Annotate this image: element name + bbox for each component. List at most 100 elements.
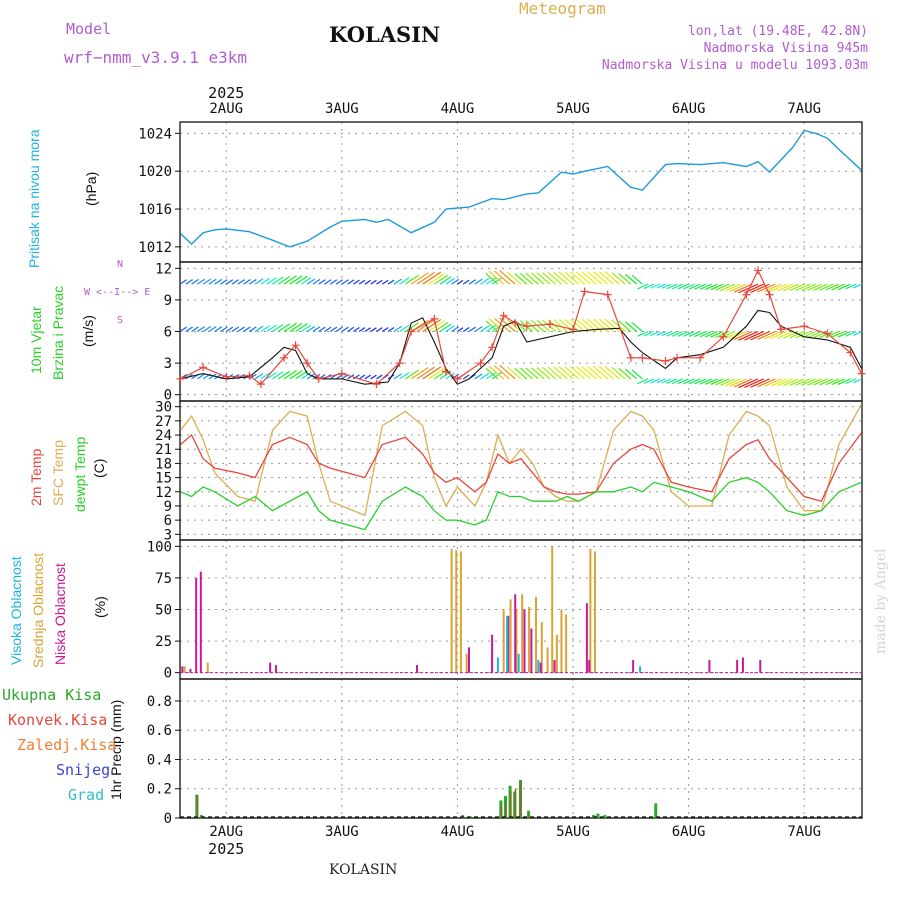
wind-arrow [671,330,684,337]
cloud-high-bar [639,666,642,673]
wind-arrow [581,366,597,380]
y-tick-label: 6 [164,513,172,529]
wind-arrow [277,275,291,285]
cloud-low-bar [467,647,470,673]
wind-arrow [208,373,217,380]
cloud-low-bar [741,657,744,673]
wind-arrow [553,271,568,285]
wind-arrow [335,326,343,332]
wind-arrow [710,378,724,385]
wind-arrow [813,378,828,386]
y-tick-label: 25 [155,634,172,650]
wind-gust-marker [372,380,381,389]
altitude-text: Nadmorska Visina 945m [703,41,868,56]
wind-arrow [428,273,445,285]
wind-arrow [807,330,822,339]
wind-arrow [416,319,435,332]
wind-arrow [750,378,770,388]
wind-arrow [480,277,490,285]
wind-arrow [825,378,840,386]
wind-arrow [694,330,707,338]
wind-ylabel-1: 10m Vjetar [28,306,44,374]
pressure-line [180,129,862,248]
wind-arrow [480,372,490,380]
wind-arrow [289,275,303,285]
wind-arrow [553,366,568,380]
wind-arrow [715,378,730,386]
wind-arrow [462,374,470,380]
wind-arrow [625,321,637,332]
wind-arrow [231,326,240,332]
wind-arrow [283,322,297,332]
cloud-mid-bar [589,548,592,673]
wind-arrow [237,326,245,332]
cloud-high-bar [496,657,499,673]
wind-arrow [819,330,834,339]
wind-arrow [825,283,840,291]
wind-arrow [733,330,753,341]
wind-arrow [618,367,632,380]
wind-arrow [329,279,338,285]
wind-gust-marker [638,353,647,362]
wind-arrow [488,270,505,285]
wind-arrow [661,330,672,337]
cloud-high-bar [517,653,520,673]
y-tick-label: 21 [155,442,172,458]
bottom-day-label: 4AUG [441,824,475,840]
wind-arrow [625,368,637,380]
wind-arrow [643,330,655,337]
wind-arrow [370,279,377,285]
wind-arrow [266,371,277,380]
wind-arrow [677,283,689,290]
cloud-low-bar [736,660,739,673]
wind-arrow [353,279,360,285]
wind-arrow [570,366,585,380]
cloud-mid-bar [183,666,186,673]
wind-arrow [631,369,643,380]
model-name: wrf−nmm_v3.9.1 e3km [64,48,248,67]
cloud-mid-bar [546,647,549,673]
wind-arrow [683,378,695,385]
wind-arrow [295,370,308,380]
wind-arrow [381,279,389,285]
wind-arrow [542,366,557,380]
wind-arrow [451,278,460,285]
wind-arrow [191,278,199,285]
wind-arrow [661,378,672,384]
wind-arrow [243,326,251,332]
wind-arrow [677,378,689,385]
wind-gust-marker [626,353,635,362]
wind-arrow [705,330,718,338]
cloud-low-bar [632,660,635,673]
wind-arrow [295,275,308,285]
wind-arrow [272,371,284,380]
cloud-low-bar [195,577,198,673]
wind-arrow [710,330,724,338]
wind-arrow [358,279,366,285]
wind-arrow [688,330,701,337]
wind-arrow [376,279,383,285]
wind-arrow [306,278,316,285]
wind-arrow [650,283,660,289]
wind-arrow [405,322,420,332]
wind-speed-line [180,309,862,385]
wind-arrow [729,283,747,292]
precip-conv-bar [520,781,522,818]
wind-arrow [837,378,851,385]
cloud-low-bar [199,571,202,673]
wind-arrow [306,325,316,332]
wind-arrow [416,366,435,380]
wind-arrow [795,283,811,292]
wind-arrow [764,378,782,387]
sfc-temp-line [179,403,863,517]
wind-arrow [202,325,212,332]
wind-arrow [542,272,557,285]
wind-arrow [243,279,251,285]
cloud-mid-bar [515,609,518,673]
cloud-low-bar [539,662,542,673]
wind-arrow [694,378,707,385]
wind-arrow [225,279,234,285]
wind-arrow [289,370,303,380]
wind-arrow [625,273,637,285]
cloud-low-bar [491,634,494,673]
